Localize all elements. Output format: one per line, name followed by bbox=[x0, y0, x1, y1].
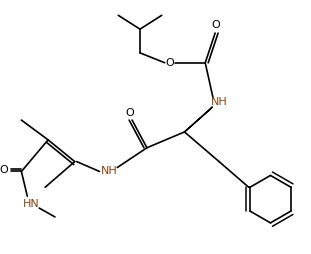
Text: O: O bbox=[0, 166, 8, 176]
Text: O: O bbox=[212, 20, 220, 30]
Text: O: O bbox=[126, 108, 134, 118]
Text: NH: NH bbox=[101, 166, 118, 177]
Polygon shape bbox=[184, 107, 212, 132]
Text: NH: NH bbox=[211, 97, 227, 107]
Text: O: O bbox=[165, 58, 174, 68]
Text: HN: HN bbox=[23, 199, 39, 209]
